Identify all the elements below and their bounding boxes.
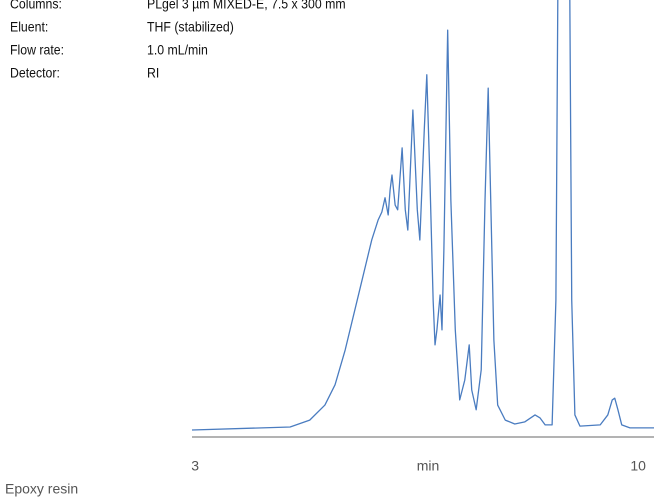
x-tick-label: 3: [191, 458, 199, 474]
x-tick-label: 10: [630, 458, 646, 474]
info-label: Eluent:: [10, 19, 48, 35]
info-value: THF (stabilized): [147, 19, 234, 35]
x-axis-label: min: [417, 458, 440, 474]
trace: [191, 0, 654, 431]
info-value: 1.0 mL/min: [147, 42, 208, 58]
info-value: RI: [147, 65, 159, 81]
info-label: Detector:: [10, 65, 60, 81]
info-value: PLgel 3 µm MIXED-E, 7.5 x 300 mm: [147, 0, 346, 12]
info-label: Columns:: [10, 0, 62, 12]
info-label: Flow rate:: [10, 42, 64, 58]
plot-area: [191, 0, 654, 431]
caption: Epoxy resin: [5, 481, 78, 497]
